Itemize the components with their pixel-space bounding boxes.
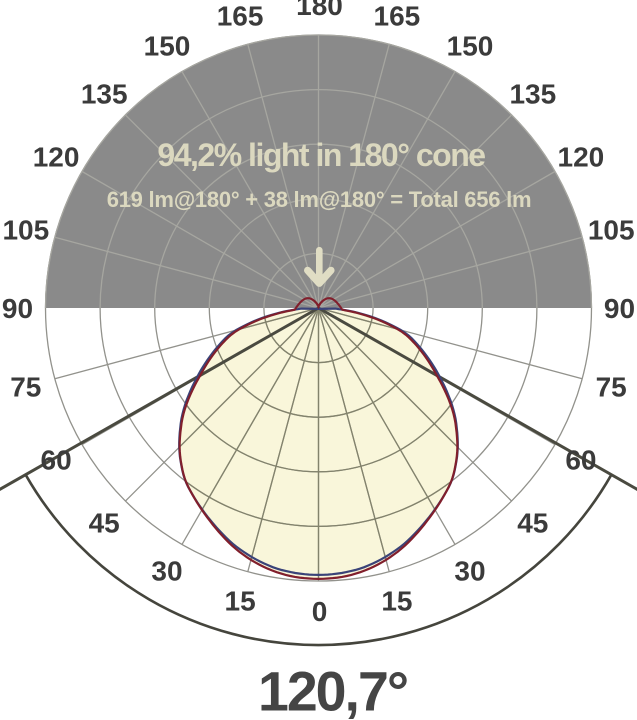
svg-text:120,7°: 120,7° xyxy=(258,661,407,720)
svg-text:105: 105 xyxy=(2,215,49,246)
svg-text:120: 120 xyxy=(558,142,605,173)
svg-text:60: 60 xyxy=(41,445,72,476)
svg-text:135: 135 xyxy=(81,79,128,110)
svg-text:165: 165 xyxy=(374,0,421,31)
svg-text:15: 15 xyxy=(225,586,256,617)
svg-text:90: 90 xyxy=(604,293,635,324)
svg-text:30: 30 xyxy=(151,555,182,586)
svg-text:150: 150 xyxy=(144,31,191,62)
svg-text:135: 135 xyxy=(509,79,556,110)
svg-text:90: 90 xyxy=(2,293,33,324)
svg-text:45: 45 xyxy=(517,507,548,538)
svg-text:15: 15 xyxy=(381,586,412,617)
svg-text:120: 120 xyxy=(33,142,80,173)
svg-text:30: 30 xyxy=(454,555,485,586)
svg-text:45: 45 xyxy=(89,507,120,538)
svg-text:60: 60 xyxy=(565,445,596,476)
svg-text:0: 0 xyxy=(312,596,328,627)
svg-text:105: 105 xyxy=(588,215,635,246)
svg-text:75: 75 xyxy=(10,371,41,402)
svg-text:94,2% light in 180° cone: 94,2% light in 180° cone xyxy=(157,137,485,173)
svg-text:165: 165 xyxy=(217,0,264,31)
svg-text:180: 180 xyxy=(296,0,343,21)
svg-text:75: 75 xyxy=(596,371,627,402)
svg-text:619 lm@180° + 38 lm@180° = Tot: 619 lm@180° + 38 lm@180° = Total 656 lm xyxy=(107,187,532,212)
svg-text:150: 150 xyxy=(447,31,494,62)
